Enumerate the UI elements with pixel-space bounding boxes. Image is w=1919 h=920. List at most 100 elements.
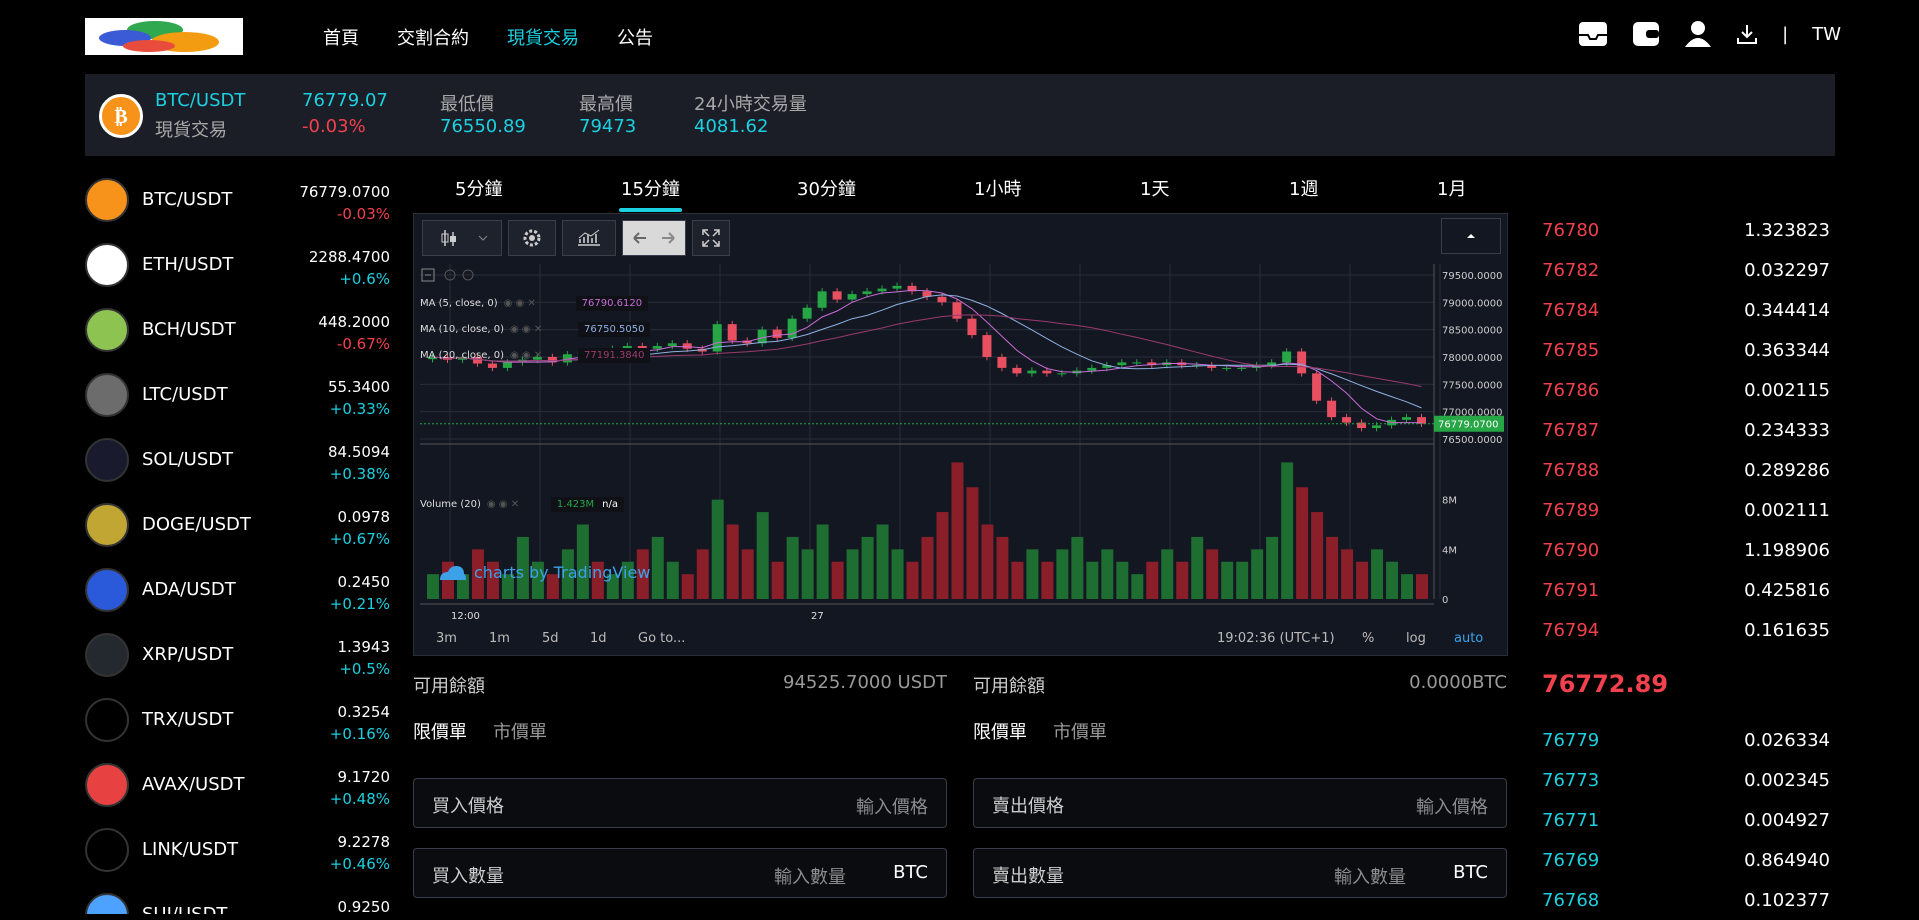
tab-5m[interactable]: 5分鐘 [455,179,503,200]
volume-na: n/a [596,497,625,512]
range-1m[interactable]: 1m [489,631,510,646]
tab-1mo[interactable]: 1月 [1437,179,1467,200]
sell-price-input[interactable]: 賣出價格 輸入價格 [973,778,1507,828]
order-book-row[interactable]: 76780 1.323823 [1542,210,1830,250]
order-price: 76787 [1542,420,1600,441]
market-row[interactable]: SOL/USDT 84.5094 +0.38% [85,425,390,490]
chart-settings-button[interactable] [508,220,556,256]
candle-body [1057,373,1067,375]
wallet-icon[interactable] [1632,21,1660,47]
market-row[interactable]: ADA/USDT 0.2450 +0.21% [85,555,390,620]
market-row[interactable]: LINK/USDT 9.2278 +0.46% [85,815,390,880]
tab-1h[interactable]: 1小時 [974,179,1022,200]
price-chart[interactable]: 79500.0000 79000.0000 78500.0000 78000.0000… [413,213,1508,656]
order-book-row[interactable]: 76782 0.032297 [1542,250,1830,290]
nav-announcements[interactable]: 公告 [617,28,653,49]
buy-amount-input[interactable]: 買入數量 輸入數量 BTC [413,848,947,898]
market-row[interactable]: AVAX/USDT 9.1720 +0.48% [85,750,390,815]
order-book-row[interactable]: 76785 0.363344 [1542,330,1830,370]
download-icon[interactable] [1736,23,1758,45]
order-book-row[interactable]: 76771 0.004927 [1542,800,1830,840]
candle-body [1087,367,1097,371]
order-book-row[interactable]: 76791 0.425816 [1542,570,1830,610]
legend-controls-icon[interactable]: ◉ ◉ ✕ [510,324,543,335]
order-book-row[interactable]: 76789 0.002111 [1542,490,1830,530]
indicators-button[interactable] [562,220,616,256]
sell-amount-input[interactable]: 賣出數量 輸入數量 BTC [973,848,1507,898]
range-5d[interactable]: 5d [542,631,559,646]
order-book-row[interactable]: 76773 0.002345 [1542,760,1830,800]
market-values: 0.0978 +0.67% [330,506,390,550]
buy-limit-tab[interactable]: 限價單 [413,722,467,743]
tab-15m[interactable]: 15分鐘 [619,175,682,212]
market-row[interactable]: TRX/USDT 0.3254 +0.16% [85,685,390,750]
order-book-row[interactable]: 76768 0.102377 [1542,880,1830,920]
market-row[interactable]: XRP/USDT 1.3943 +0.5% [85,620,390,685]
order-book-row[interactable]: 76790 1.198906 [1542,530,1830,570]
market-price: 2288.4700 [308,248,390,266]
nav-delivery-contract[interactable]: 交割合約 [397,28,469,49]
order-book-row[interactable]: 76794 0.161635 [1542,610,1830,650]
candle-body [1102,365,1112,368]
order-price: 76788 [1542,460,1600,481]
market-values: 448.2000 -0.67% [318,311,390,355]
chart-style-button[interactable] [422,220,502,256]
range-1d[interactable]: 1d [590,631,607,646]
order-book-row[interactable]: 76769 0.864940 [1542,840,1830,880]
sell-limit-tab[interactable]: 限價單 [973,722,1027,743]
sell-balance-label: 可用餘額 [973,676,1045,697]
sell-market-tab[interactable]: 市價單 [1053,722,1107,743]
nav-spot-trading[interactable]: 現貨交易 [507,28,579,49]
legend-controls-icon[interactable]: ◉ ◉ ✕ [486,499,520,510]
candle-body [967,318,977,336]
log-toggle[interactable]: log [1406,631,1426,646]
order-book-row[interactable]: 76787 0.234333 [1542,410,1830,450]
market-row[interactable]: BCH/USDT 448.2000 -0.67% [85,295,390,360]
bitcoin-cash-icon [85,308,129,352]
site-logo[interactable] [85,18,243,55]
buy-price-input[interactable]: 買入價格 輸入價格 [413,778,947,828]
ticker-low: 76550.89 [440,116,526,137]
tab-30m[interactable]: 30分鐘 [797,179,856,200]
legend-controls-icon[interactable]: ◉ ◉ ✕ [503,298,536,309]
fullscreen-button[interactable] [692,220,730,256]
pane-toggle-icon[interactable] [420,266,480,284]
candle-body [1132,362,1142,364]
undo-redo-icon[interactable] [624,228,684,248]
percent-toggle[interactable]: % [1362,631,1375,646]
market-row[interactable]: DOGE/USDT 0.0978 +0.67% [85,490,390,555]
tradingview-attribution[interactable]: charts by TradingView [438,563,650,582]
buy-amount-label: 買入數量 [432,866,504,887]
candle-body [1342,417,1352,423]
inbox-icon[interactable] [1578,21,1608,47]
order-book-row[interactable]: 76779 0.026334 [1542,720,1830,760]
language-selector[interactable]: TW [1812,23,1841,45]
goto-button[interactable]: Go to... [638,631,686,646]
buy-market-tab[interactable]: 市價單 [493,722,547,743]
candle-body [847,294,857,300]
volume-bar [591,561,604,599]
market-row[interactable]: SUI/USDT 0.9250 [85,880,390,914]
volume-bar [1416,574,1429,599]
order-book-row[interactable]: 76788 0.289286 [1542,450,1830,490]
market-row[interactable]: ETH/USDT 2288.4700 +0.6% [85,230,390,295]
candle-body [1147,362,1157,366]
tab-1d[interactable]: 1天 [1140,179,1170,200]
tab-1w[interactable]: 1週 [1289,179,1319,200]
sell-price-label: 賣出價格 [992,796,1064,817]
auto-toggle[interactable]: auto [1454,631,1484,646]
range-3m[interactable]: 3m [436,631,457,646]
market-price: 448.2000 [318,313,390,331]
market-row[interactable]: BTC/USDT 76779.0700 -0.03% [85,165,390,230]
order-quantity: 0.002115 [1744,380,1830,401]
user-icon[interactable] [1684,20,1712,48]
order-book-row[interactable]: 76784 0.344414 [1542,290,1830,330]
candle-body [1237,367,1247,369]
candle-body [1327,400,1337,418]
volume-bar [576,524,589,599]
market-row[interactable]: LTC/USDT 55.3400 +0.33% [85,360,390,425]
collapse-toolbar-button[interactable] [1441,218,1501,254]
nav-home[interactable]: 首頁 [323,28,359,49]
legend-controls-icon[interactable]: ◉ ◉ ✕ [510,350,543,361]
order-book-row[interactable]: 76786 0.002115 [1542,370,1830,410]
